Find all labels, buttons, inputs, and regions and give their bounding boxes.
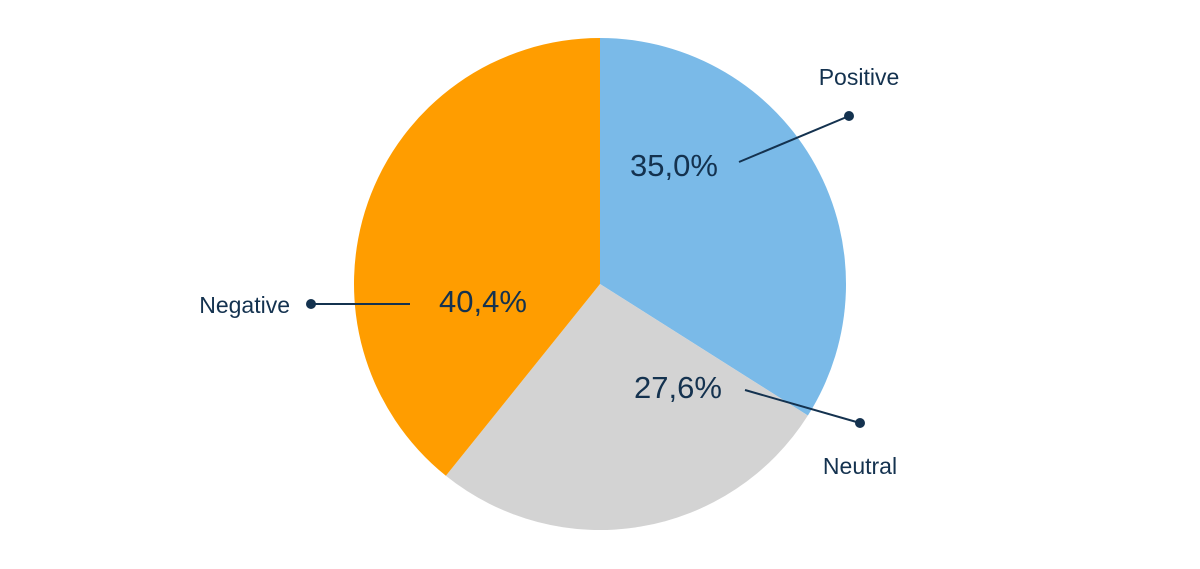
pie-slice-positive	[600, 38, 847, 416]
category-label-negative: Negative	[199, 292, 290, 318]
category-label-neutral: Neutral	[823, 453, 897, 479]
category-label-positive: Positive	[819, 64, 900, 90]
data-label-neutral: 27,6%	[634, 370, 722, 405]
leader-dot-positive	[844, 111, 854, 121]
leader-line-neutral	[744, 389, 861, 424]
leader-line-positive	[738, 115, 850, 163]
pie-slices	[353, 38, 847, 531]
pie-slice-neutral	[445, 284, 808, 531]
leader-dot-neutral	[855, 418, 865, 428]
pie-slice-negative	[353, 38, 600, 476]
data-label-negative: 40,4%	[439, 284, 527, 319]
leader-dot-negative	[306, 299, 316, 309]
data-label-positive: 35,0%	[630, 148, 718, 183]
pie-callouts: 35,0% Positive 27,6% Neutral 40,4% Negative	[199, 64, 899, 479]
